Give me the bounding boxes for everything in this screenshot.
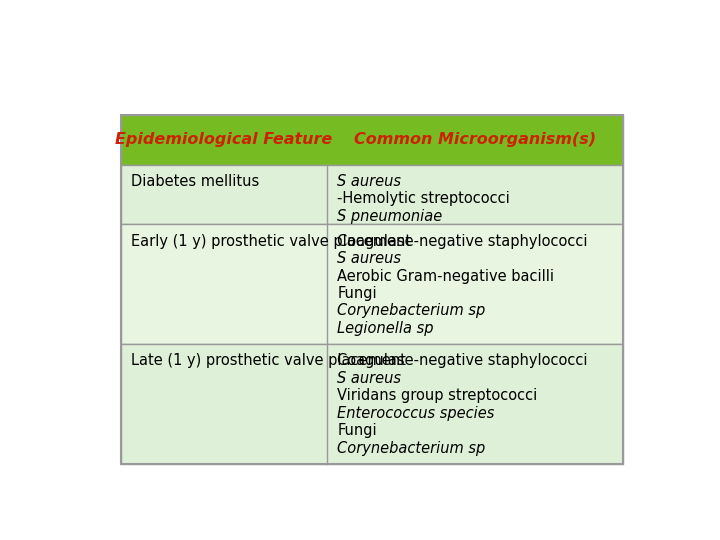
Text: Enterococcus species: Enterococcus species bbox=[337, 406, 495, 421]
Text: Corynebacterium sp: Corynebacterium sp bbox=[337, 441, 485, 456]
Text: Fungi: Fungi bbox=[337, 423, 377, 438]
FancyBboxPatch shape bbox=[121, 114, 623, 165]
Text: S pneumoniae: S pneumoniae bbox=[337, 208, 443, 224]
Text: Epidemiological Feature: Epidemiological Feature bbox=[115, 132, 333, 147]
Text: Early (1 y) prosthetic valve placement: Early (1 y) prosthetic valve placement bbox=[131, 234, 411, 248]
Text: Diabetes mellitus: Diabetes mellitus bbox=[131, 174, 259, 189]
Text: Fungi: Fungi bbox=[337, 286, 377, 301]
Text: Corynebacterium sp: Corynebacterium sp bbox=[337, 303, 485, 319]
Text: S aureus: S aureus bbox=[337, 174, 401, 189]
Text: -Hemolytic streptococci: -Hemolytic streptococci bbox=[337, 191, 510, 206]
Text: Common Microorganism(s): Common Microorganism(s) bbox=[354, 132, 596, 147]
Text: Late (1 y) prosthetic valve placement: Late (1 y) prosthetic valve placement bbox=[131, 353, 405, 368]
FancyBboxPatch shape bbox=[121, 344, 623, 464]
Text: Viridans group streptococci: Viridans group streptococci bbox=[337, 388, 537, 403]
Text: Coagulase-negative staphylococci: Coagulase-negative staphylococci bbox=[337, 353, 588, 368]
Text: S aureus: S aureus bbox=[337, 251, 401, 266]
Text: S aureus: S aureus bbox=[337, 371, 401, 386]
FancyBboxPatch shape bbox=[121, 165, 623, 225]
FancyBboxPatch shape bbox=[121, 225, 623, 344]
Text: Coagulase-negative staphylococci: Coagulase-negative staphylococci bbox=[337, 234, 588, 248]
Text: Aerobic Gram-negative bacilli: Aerobic Gram-negative bacilli bbox=[337, 268, 554, 284]
Text: Legionella sp: Legionella sp bbox=[337, 321, 433, 336]
